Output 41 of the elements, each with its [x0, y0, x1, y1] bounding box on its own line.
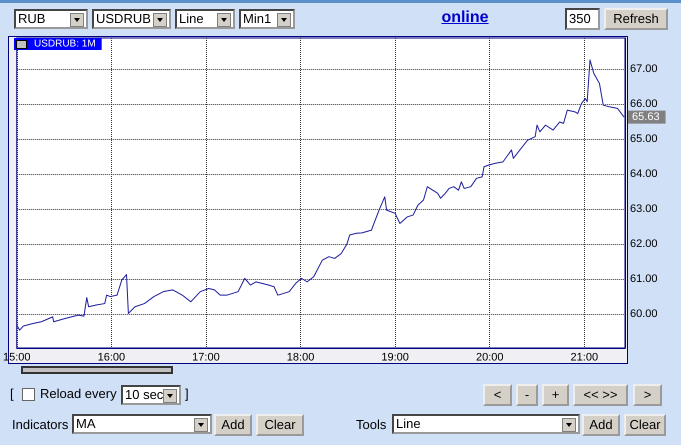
text: ]: [185, 385, 189, 403]
text: Indicators: [12, 416, 68, 434]
text: Clear: [256, 414, 304, 436]
text: USDRUB: [92, 9, 171, 29]
text: MA: [72, 414, 212, 434]
text: <: [483, 384, 512, 406]
text: RUB: [14, 9, 88, 29]
text: Tools: [356, 416, 386, 434]
text: Add: [214, 414, 252, 436]
text: Line: [175, 9, 235, 29]
text: >: [633, 384, 662, 406]
x-tick-label: 19:00: [381, 352, 409, 364]
text: [: [10, 385, 14, 403]
text: -: [516, 384, 538, 406]
line-series: [16, 60, 625, 331]
x-tick-label: 21:00: [570, 352, 598, 364]
x-tick-label: 18:00: [286, 352, 314, 364]
text: Refresh: [604, 8, 668, 30]
y-tick-label: 62.00: [630, 238, 658, 250]
x-tick-label: 16:00: [98, 352, 126, 364]
text: Add: [582, 414, 620, 436]
y-tick-label: 61.00: [630, 273, 658, 286]
text: << >>: [573, 384, 628, 406]
y-tick-label: 64.00: [630, 168, 658, 180]
text: Reload every: [39, 385, 118, 403]
x-tick-label: 17:00: [192, 352, 220, 364]
text: Min1: [239, 9, 295, 29]
text: online: [440, 9, 490, 28]
text: 350: [565, 8, 600, 30]
chart-title: USDRUB: 1M: [34, 38, 96, 50]
text: Clear: [624, 414, 666, 436]
y-tick-label: 65.00: [630, 133, 658, 146]
text: +: [542, 384, 569, 406]
y-tick-label: 63.00: [630, 203, 658, 216]
annotation: 65.63: [632, 111, 660, 124]
x-tick-label: 20:00: [476, 352, 504, 364]
y-tick-label: 67.00: [630, 63, 658, 76]
y-tick-label: 66.00: [630, 98, 658, 110]
text: Line: [392, 414, 580, 434]
text: 10 sec: [121, 385, 181, 405]
y-tick-label: 60.00: [630, 308, 658, 320]
